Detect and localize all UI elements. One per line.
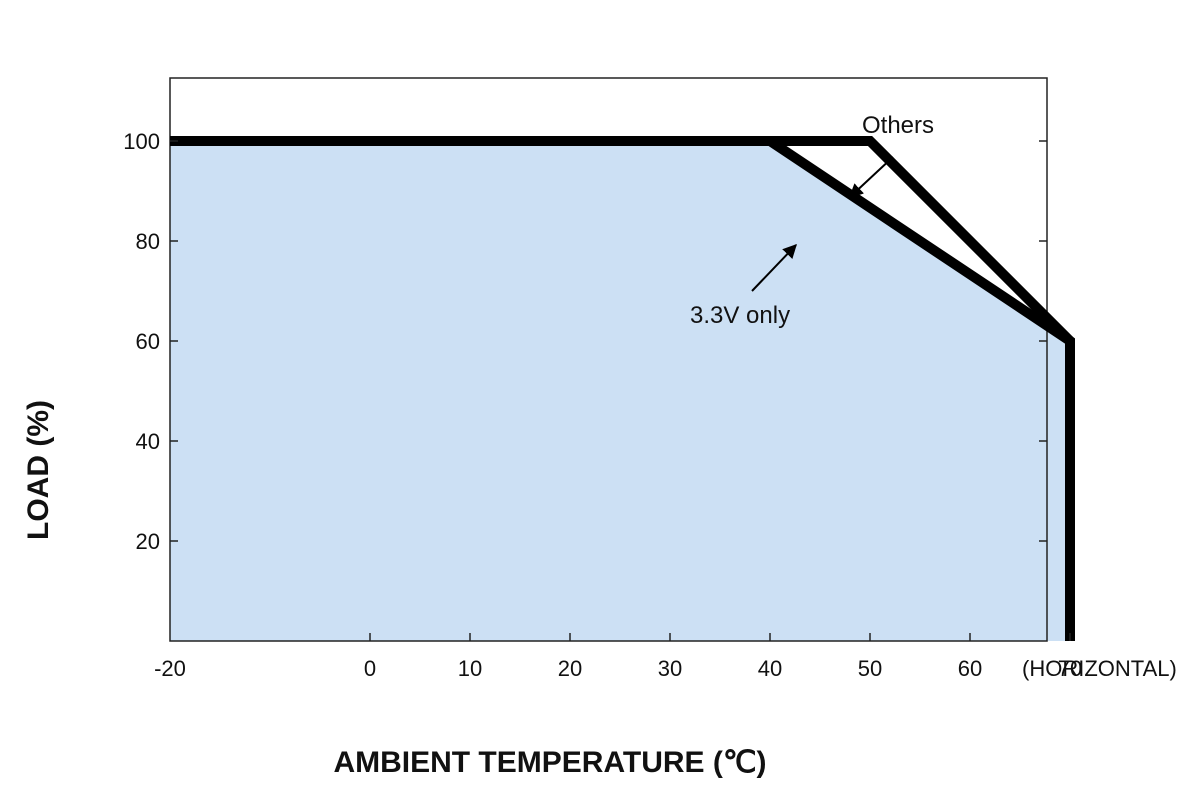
x-tick-label: 10 xyxy=(458,656,482,681)
y-tick-label: 100 xyxy=(123,129,160,154)
plot-frame xyxy=(169,77,1048,642)
y-tick-label: 20 xyxy=(136,529,160,554)
annotation-others: Others xyxy=(862,112,934,139)
x-tick-label: 0 xyxy=(364,656,376,681)
x-tick-label: 70 xyxy=(1058,656,1082,681)
x-tick-label: -20 xyxy=(154,656,186,681)
series-line-3v3-only xyxy=(170,136,1075,641)
x-axis-title: AMBIENT TEMPERATURE (℃) xyxy=(333,746,766,779)
y-tick-label: 60 xyxy=(136,329,160,354)
x-tick-label: 20 xyxy=(558,656,582,681)
x-tick-label: 50 xyxy=(858,656,882,681)
annotation-arrow-others xyxy=(848,156,894,198)
annotation-arrow-3v3-only xyxy=(751,243,797,292)
x-tick-label: 30 xyxy=(658,656,682,681)
annotation-3v3-only: 3.3V only xyxy=(690,302,790,329)
x-axis-unit-note: (HORIZONTAL) xyxy=(1022,656,1177,681)
y-tick-label: 40 xyxy=(136,429,160,454)
x-tick-label: 40 xyxy=(758,656,782,681)
x-axis: -20 0 10 20 30 40 50 60 70 xyxy=(154,633,1082,681)
y-tick-label: 80 xyxy=(136,229,160,254)
y-axis-title: LOAD (%) xyxy=(22,400,55,540)
y-axis: 20 40 60 80 100 xyxy=(123,129,1047,554)
plot-area xyxy=(169,77,1075,642)
safe-area-fill xyxy=(170,141,1070,641)
x-tick-label: 60 xyxy=(958,656,982,681)
